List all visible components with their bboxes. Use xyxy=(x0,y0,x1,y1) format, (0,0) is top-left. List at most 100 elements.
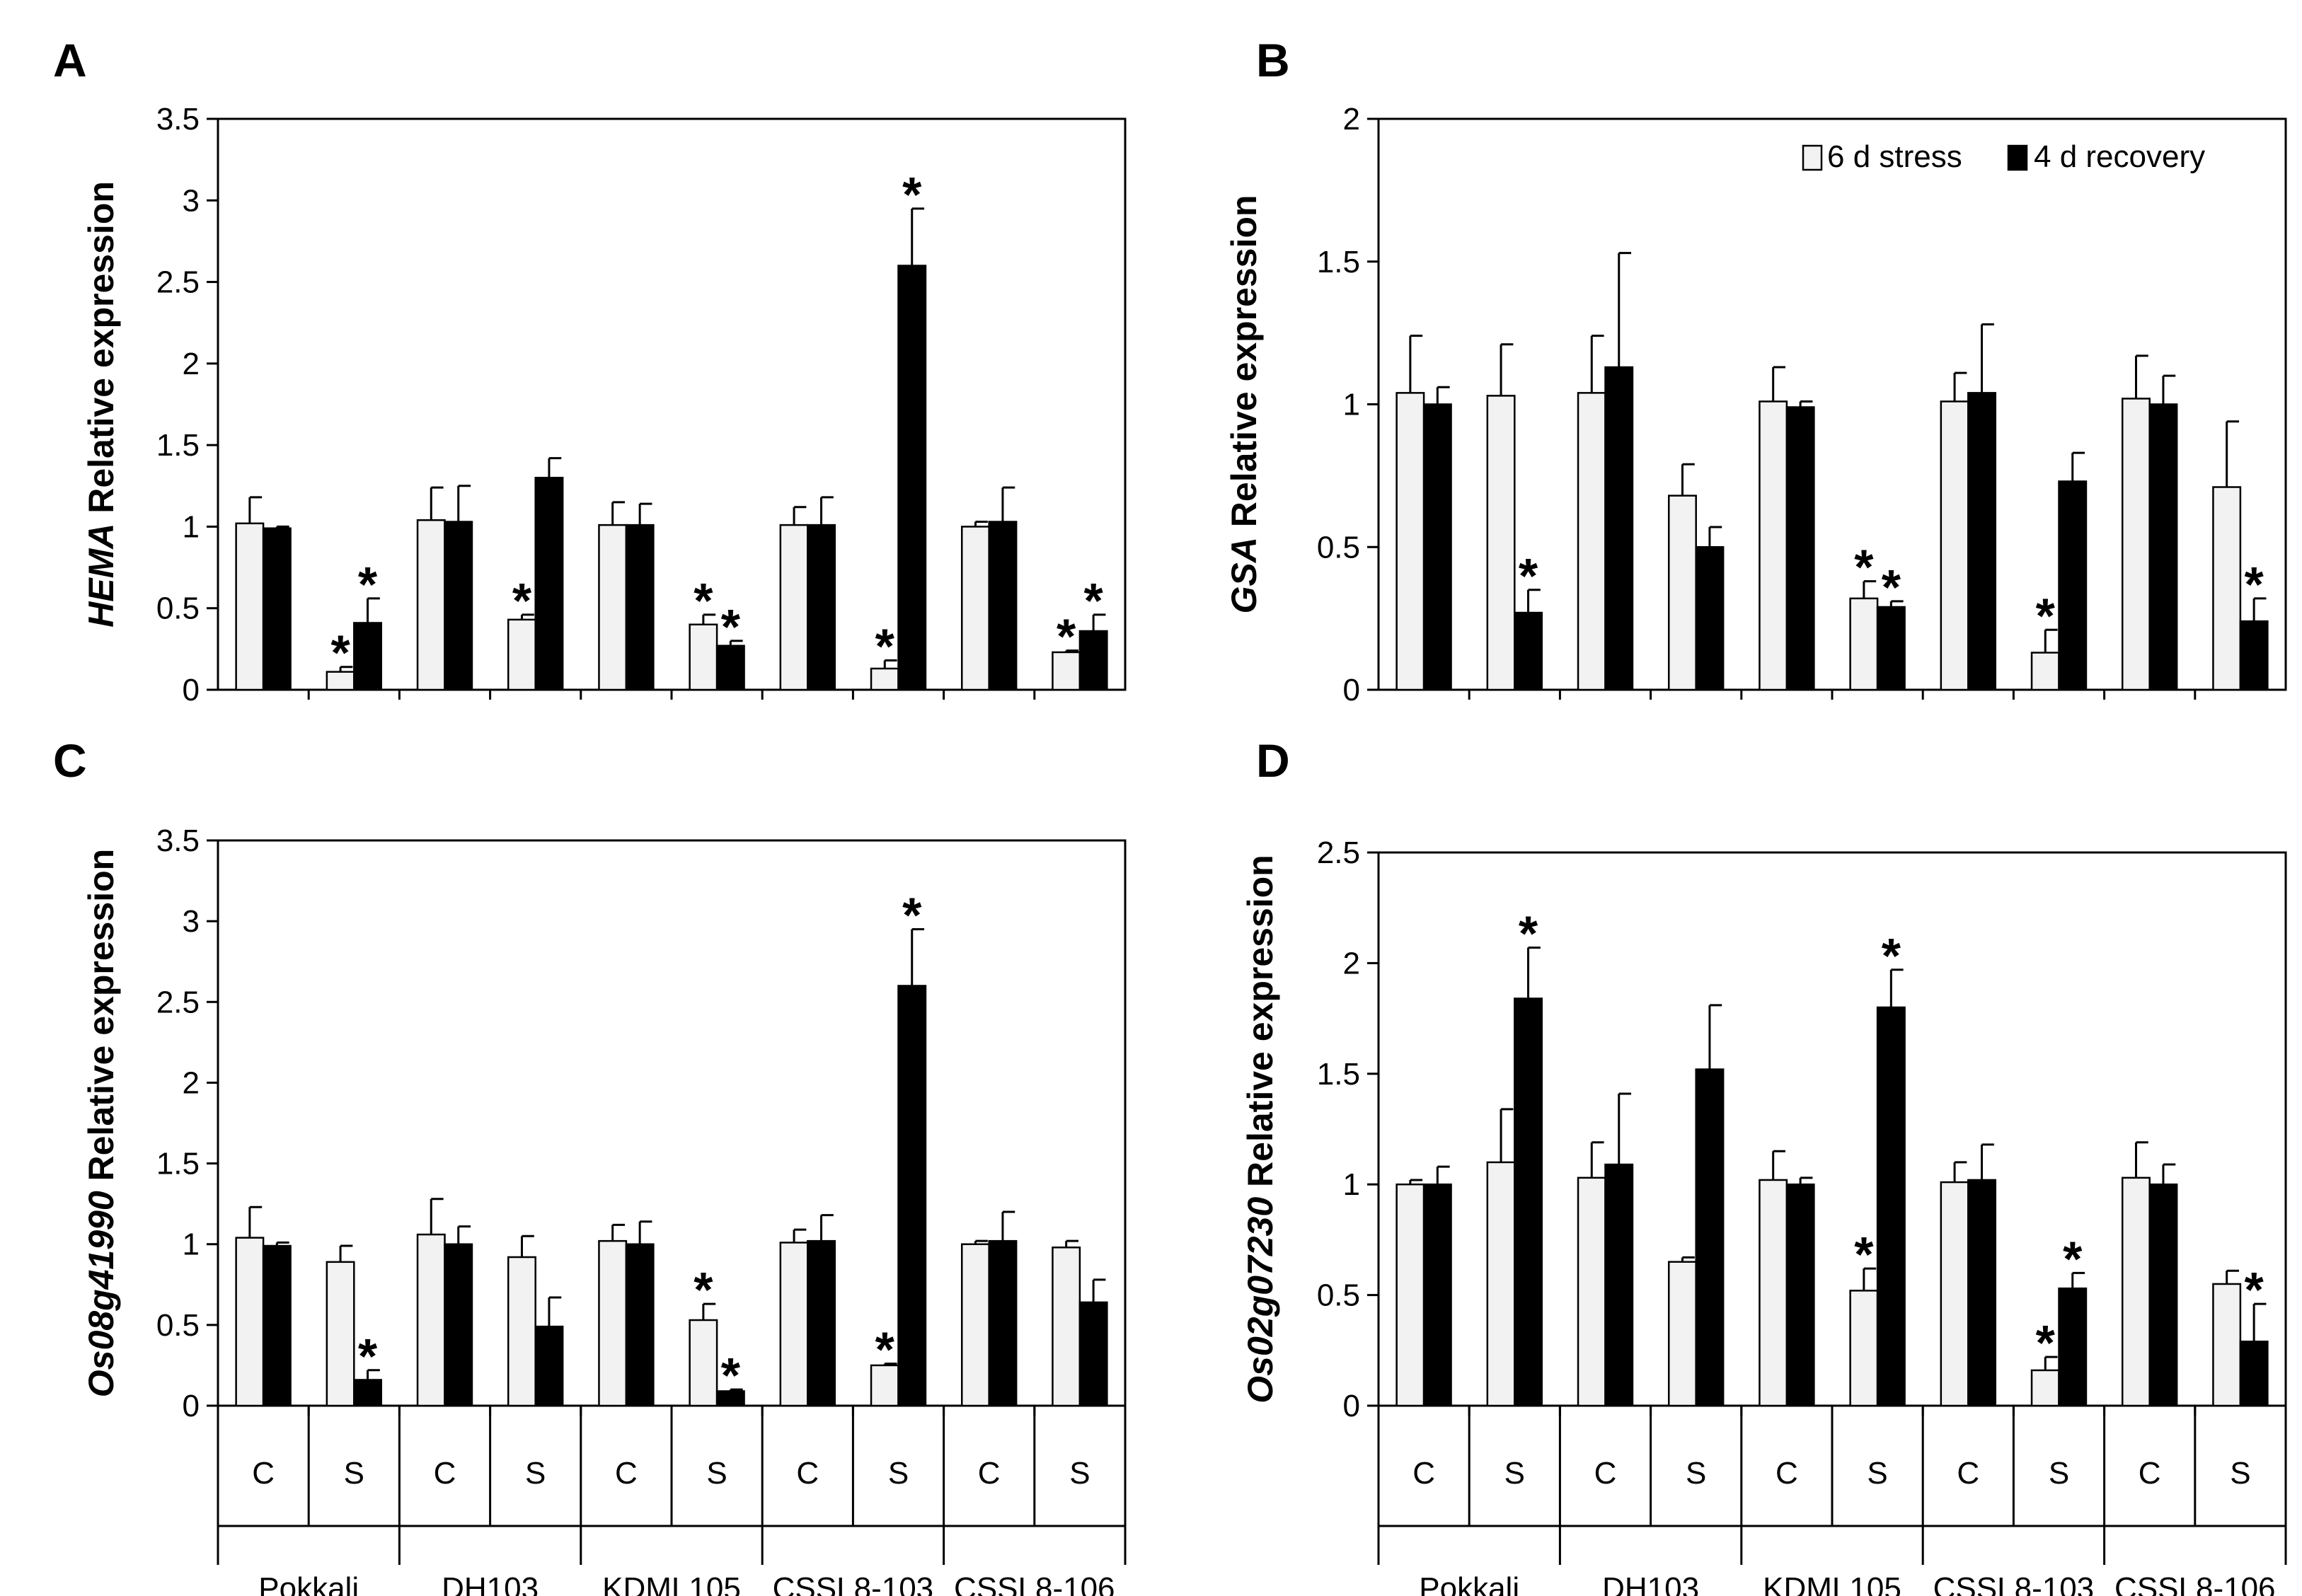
y-axis-label: HEMA Relative expression xyxy=(81,181,121,628)
significance-asterisk: * xyxy=(2036,588,2056,643)
y-axis-label-rest: Relative expression xyxy=(1241,855,1280,1197)
significance-asterisk: * xyxy=(902,167,922,222)
panel-c: C 0 0.5 1 1.5 2 2.5 3 3.5 Os08g41990 Relative exp… xyxy=(53,734,1127,1596)
panel-letter: B xyxy=(1256,34,1290,86)
treatment-label: C xyxy=(2139,1456,2161,1491)
y-tick-label: 2 xyxy=(183,347,200,381)
bar-recovery xyxy=(1695,1068,1725,1407)
panel-letter: D xyxy=(1256,734,1290,787)
bar-stress xyxy=(2030,652,2060,691)
significance-asterisk: * xyxy=(721,1348,741,1403)
bar-recovery xyxy=(897,985,927,1407)
panel-letter: A xyxy=(53,34,87,86)
significance-asterisk: * xyxy=(2063,1231,2083,1286)
bar-stress xyxy=(1667,1261,1697,1407)
bar-stress xyxy=(1667,495,1697,691)
bar-recovery xyxy=(1785,1183,1815,1407)
bar-recovery xyxy=(715,644,745,691)
bar-stress xyxy=(416,519,446,691)
bar-recovery xyxy=(1876,606,1906,691)
bar-recovery xyxy=(262,527,292,691)
bar-stress xyxy=(1940,400,1969,691)
significance-asterisk: * xyxy=(902,888,922,943)
significance-asterisk: * xyxy=(1854,1227,1874,1282)
y-tick-label: 1 xyxy=(1343,388,1360,422)
bar-recovery xyxy=(1514,611,1543,691)
bar-recovery xyxy=(2058,1287,2088,1407)
treatment-label: C xyxy=(252,1456,275,1491)
treatment-label: S xyxy=(888,1456,909,1491)
group-label: DH103 xyxy=(1602,1571,1699,1596)
significance-asterisk: * xyxy=(1057,609,1076,664)
significance-asterisk: * xyxy=(1854,540,1874,595)
group-label: CSSL8-106 xyxy=(2114,1571,2275,1596)
bar-recovery xyxy=(807,524,836,691)
significance-asterisk: * xyxy=(875,618,895,673)
y-tick-label: 0 xyxy=(183,673,200,707)
bar-recovery xyxy=(1967,392,1997,691)
bar-stress xyxy=(870,667,899,691)
bar-stress xyxy=(598,524,628,691)
bar-stress xyxy=(1940,1181,1969,1407)
bar-recovery xyxy=(353,1379,383,1407)
significance-asterisk: * xyxy=(2036,1315,2056,1370)
bar-recovery xyxy=(1078,1301,1108,1407)
legend-label-stress: 6 d stress xyxy=(1827,139,1962,174)
bar-stress xyxy=(1486,395,1516,691)
bar-recovery xyxy=(1078,630,1108,691)
bar-recovery xyxy=(1422,403,1452,691)
bar-stress xyxy=(689,1319,718,1407)
treatment-label: C xyxy=(1776,1456,1798,1491)
bar-stress xyxy=(416,1233,446,1407)
y-tick-label: 3.5 xyxy=(156,102,200,137)
bar-stress xyxy=(960,526,990,691)
bar-recovery xyxy=(2148,1183,2178,1407)
bar-stress xyxy=(960,1243,990,1407)
y-axis-label-rest: Relative expression xyxy=(81,849,121,1191)
bar-stress xyxy=(2121,1176,2151,1407)
bar-stress xyxy=(1052,651,1081,691)
y-tick-label: 2 xyxy=(1343,102,1360,137)
bar-stress xyxy=(1395,1183,1425,1407)
bar-stress xyxy=(235,1237,265,1407)
significance-asterisk: * xyxy=(721,599,741,654)
bar-recovery xyxy=(807,1239,836,1407)
significance-asterisk: * xyxy=(694,573,713,628)
treatment-label: S xyxy=(2230,1456,2250,1491)
y-tick-label: 0 xyxy=(1343,1389,1360,1423)
y-tick-label: 0.5 xyxy=(1317,530,1360,565)
bar-stress xyxy=(1849,597,1879,691)
treatment-label: S xyxy=(1867,1456,1887,1491)
bar-recovery xyxy=(444,521,473,691)
bar-stress xyxy=(779,1242,809,1407)
y-tick-label: 1.5 xyxy=(156,1147,200,1181)
bar-stress xyxy=(598,1239,628,1407)
treatment-label: C xyxy=(1594,1456,1617,1491)
treatment-label: C xyxy=(978,1456,1001,1491)
bar-stress xyxy=(235,522,265,691)
bar-stress xyxy=(1395,392,1425,691)
bar-stress xyxy=(1486,1161,1516,1407)
significance-asterisk: * xyxy=(1882,560,1901,615)
significance-asterisk: * xyxy=(1519,906,1538,961)
bar-recovery xyxy=(353,622,383,691)
legend-swatch-recovery xyxy=(2007,144,2028,171)
y-axis-label: GSA Relative expression xyxy=(1224,195,1264,614)
group-label: KDML105 xyxy=(602,1571,741,1596)
bar-stress xyxy=(1759,400,1788,691)
y-tick-label: 0.5 xyxy=(156,1308,200,1343)
y-tick-label: 2 xyxy=(183,1065,200,1100)
treatment-label: C xyxy=(615,1456,638,1491)
bar-recovery xyxy=(534,1325,564,1407)
treatment-label: S xyxy=(344,1456,364,1491)
significance-asterisk: * xyxy=(1882,928,1901,983)
panel-d: D 0 0.5 1 1.5 2 2.5 Os02g07230 Relative express… xyxy=(1241,734,2287,1596)
y-tick-label: 1.5 xyxy=(156,428,200,463)
bar-recovery xyxy=(1967,1179,1997,1407)
bar-stress xyxy=(326,1261,355,1407)
treatment-label: C xyxy=(1957,1456,1979,1491)
significance-asterisk: * xyxy=(2245,1262,2264,1317)
y-axis-label-rest: Relative expression xyxy=(1224,195,1264,538)
significance-asterisk: * xyxy=(330,625,350,681)
